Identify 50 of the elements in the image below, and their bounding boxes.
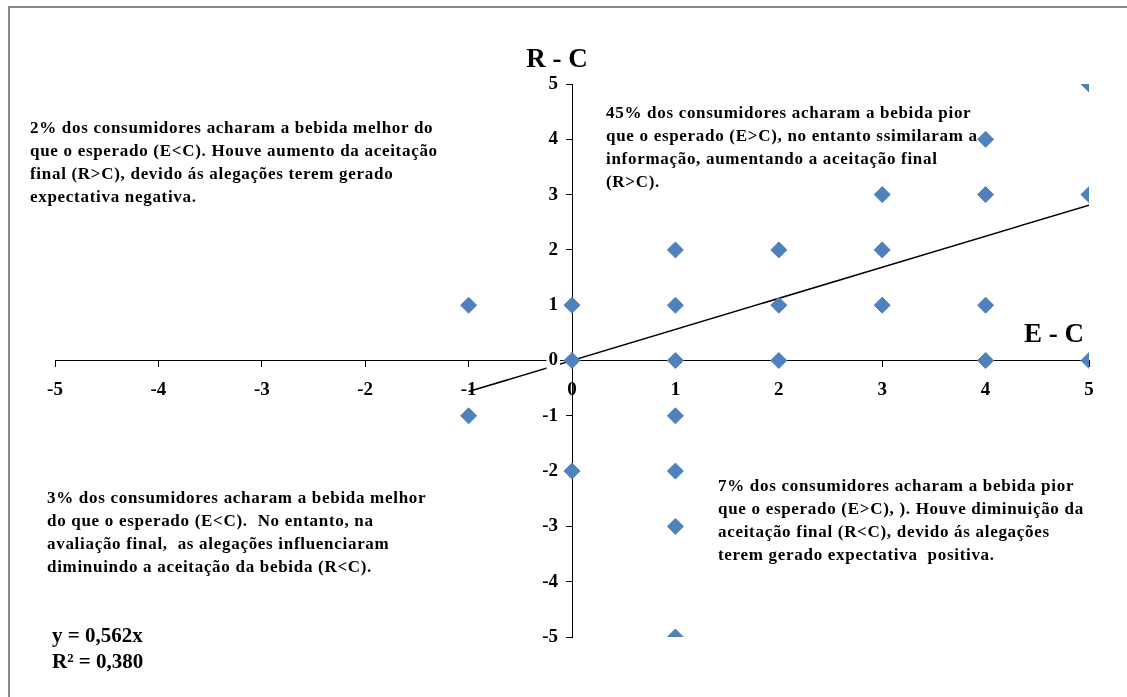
x-tick-label: -3 xyxy=(253,377,270,399)
x-tick-label: -2 xyxy=(357,377,374,399)
point xyxy=(770,296,788,314)
y-tick-label: 4 xyxy=(548,127,559,149)
point xyxy=(563,296,581,314)
point xyxy=(977,186,995,204)
point xyxy=(770,352,788,369)
point xyxy=(977,352,995,369)
point xyxy=(977,296,995,314)
x-tick-label: -5 xyxy=(47,377,63,399)
point xyxy=(873,186,891,204)
y-tick-label: 2 xyxy=(548,237,558,259)
y-tick-label: 0 xyxy=(548,348,558,370)
x-tick-label: 1 xyxy=(670,377,681,399)
y-tick-label: -4 xyxy=(542,569,559,591)
text: R² = 0,380 xyxy=(52,648,145,674)
x-tick-label: 2 xyxy=(774,377,784,399)
point xyxy=(666,296,684,314)
point xyxy=(563,352,581,369)
point xyxy=(460,296,478,314)
y-tick-label: 3 xyxy=(548,182,558,204)
point xyxy=(666,352,684,369)
annotation: y = 0,562x xyxy=(52,622,144,648)
y-tick-label: 1 xyxy=(548,293,558,315)
point xyxy=(666,517,684,535)
x-tick-label: 3 xyxy=(877,377,887,399)
point xyxy=(873,296,891,314)
point xyxy=(666,241,684,259)
y-tick-label: 5 xyxy=(548,71,558,93)
x-tick-label: 5 xyxy=(1084,377,1094,399)
y-tick-label: -3 xyxy=(542,514,558,536)
y-tick-label: -2 xyxy=(542,459,558,481)
point xyxy=(977,130,995,148)
x-tick-label: -4 xyxy=(150,377,167,399)
x-tick-label: -1 xyxy=(460,377,477,399)
y-tick-label: -5 xyxy=(542,624,558,646)
point xyxy=(873,241,891,259)
point xyxy=(460,407,478,425)
y-tick-label: -1 xyxy=(542,403,558,425)
point xyxy=(666,407,684,425)
point xyxy=(770,241,788,259)
point xyxy=(563,462,581,480)
annotation: 3% dos consumidores acharam a bebida melhor do que o esperado (E<C). No entanto, na avaliação final, as alegações influenciaram diminuindo a aceitação da bebida (R<C). xyxy=(47,487,427,578)
y-axis-title: R - C xyxy=(526,43,588,74)
annotation: 2% dos consumidores acharam a bebida melhor do que o esperado (E<C). Houve aumento da aceitação final (R>C), devido ás alegações terem gerado expectativa negativa. xyxy=(30,117,439,208)
point xyxy=(666,462,684,480)
x-axis-title: E - C xyxy=(1024,317,1084,348)
annotation: 45% dos consumidores acharam a bebida pior que o esperado (E>C), no entanto ssimilaram a informação, aumentando a aceitação final (R>C). xyxy=(606,102,979,193)
annotation: 7% dos consumidores acharam a bebida pior que o esperado (E>C), ). Houve diminuição da aceitação final (R<C), devido ás alegações terem gerado expectativa positiva. xyxy=(718,475,1085,566)
x-tick-label: 4 xyxy=(980,377,991,399)
